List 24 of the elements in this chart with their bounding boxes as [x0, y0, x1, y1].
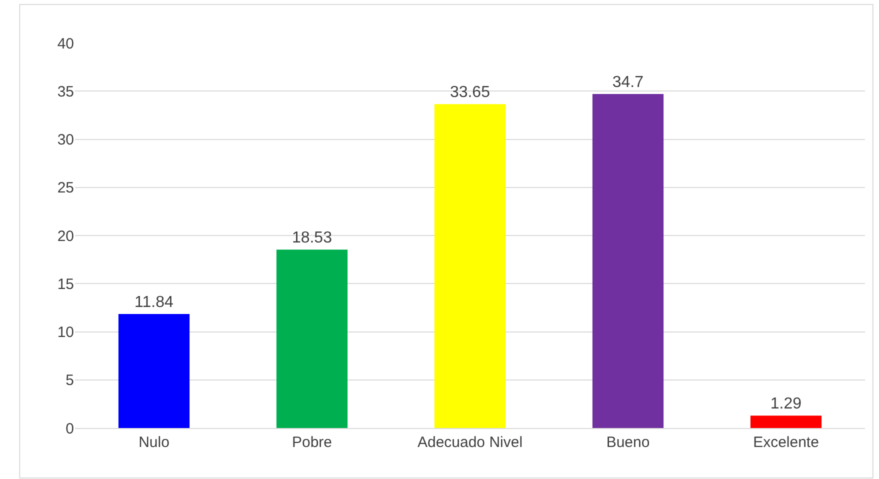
y-tick-label: 15 [57, 276, 74, 293]
x-tick-label: Adecuado Nivel [417, 434, 523, 451]
data-label: 34.7 [612, 74, 644, 92]
bar [276, 250, 348, 428]
data-label: 18.53 [292, 230, 332, 247]
bar [750, 416, 822, 428]
x-tick-label: Excelente [753, 434, 819, 451]
data-label: 11.84 [134, 294, 174, 312]
data-label: 33.65 [450, 84, 490, 102]
bar [434, 104, 506, 428]
data-label: 1.29 [770, 396, 802, 413]
x-tick-label: Bueno [606, 434, 650, 451]
y-tick-label: 0 [66, 420, 74, 438]
y-tick-label: 25 [57, 180, 74, 197]
y-tick-label: 40 [57, 35, 74, 52]
y-tick-label: 20 [57, 228, 74, 245]
x-tick-label: Nulo [138, 434, 170, 451]
bar [118, 314, 190, 428]
x-tick-label: Pobre [292, 434, 332, 451]
y-tick-label: 35 [57, 83, 74, 100]
bar [592, 94, 664, 428]
y-tick-label: 5 [66, 372, 74, 390]
y-tick-label: 30 [57, 132, 74, 148]
y-tick-label: 10 [57, 324, 74, 341]
